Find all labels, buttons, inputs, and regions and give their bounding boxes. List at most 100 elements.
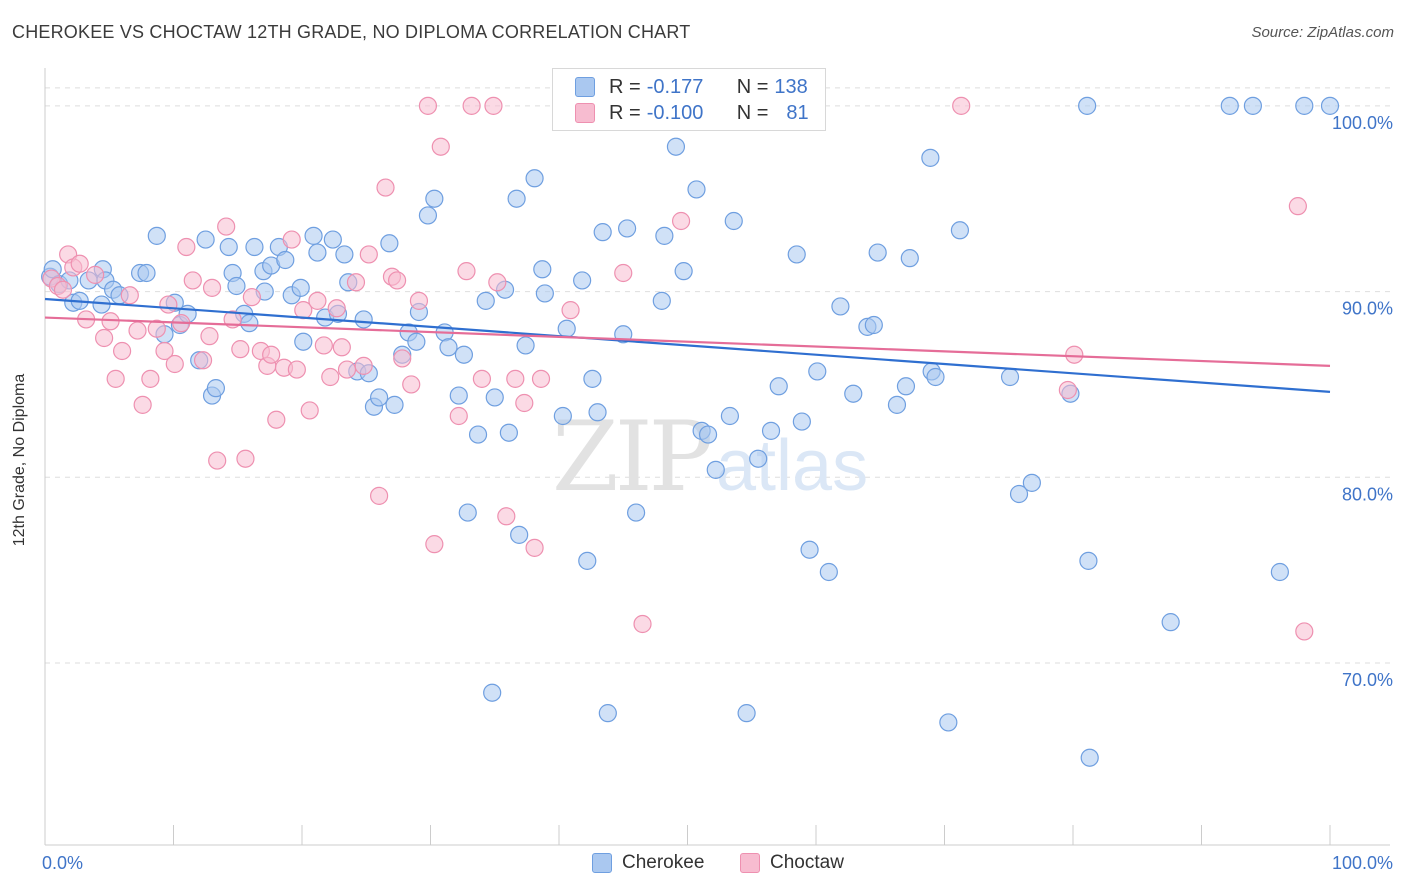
cherokee-point [294,332,313,351]
choctaw-point [155,341,174,361]
cherokee-point [800,540,819,559]
choctaw-point [147,319,166,338]
cherokee-point [598,704,617,723]
n-value: 138 [774,75,808,98]
choctaw-point [217,217,236,236]
cherokee-trend-line [44,297,1331,393]
choctaw-point [346,273,366,292]
choctaw-point [133,395,152,414]
cherokee-point [864,315,883,335]
choctaw-point [472,369,491,388]
cherokee-point [583,369,602,388]
cherokee-point [516,336,535,355]
cherokee-point [1022,473,1041,492]
cherokee-point [1161,613,1180,632]
cherokee-point [1080,748,1099,767]
cherokee-point [868,243,887,262]
cherokee-point [1270,562,1289,582]
choctaw-point [376,178,395,197]
cherokee-point [769,377,788,396]
cherokee-point [724,211,743,231]
cherokee-point [137,263,156,283]
r-label: R = [609,75,641,98]
cherokee-point [950,221,970,240]
cherokee-point [831,297,850,316]
choctaw-point [112,341,132,361]
cherokee-point [510,525,529,544]
cherokee-point [458,503,477,522]
choctaw-point [106,369,125,388]
choctaw-point [1058,380,1077,400]
choctaw-point [393,349,412,368]
choctaw-point [282,230,301,249]
cherokee-point [525,169,544,188]
choctaw-point [449,406,468,426]
cherokee-point [468,425,488,444]
trend-lines [44,297,1331,393]
choctaw-point [506,369,525,388]
cherokee-point [206,379,226,398]
n-value: 81 [786,101,809,124]
cherokee-point [808,362,827,381]
cherokee-point [926,367,945,387]
choctaw-point [633,614,652,634]
cherokee-point [507,189,526,208]
cherokee-point [323,230,342,249]
choctaw-point [95,328,114,348]
choctaw-point [86,265,105,284]
choctaw-point [370,486,389,505]
choctaw-point [177,237,196,257]
cherokee-point [370,388,389,407]
watermark: ZIP atlas [552,401,868,513]
cherokee-point [240,314,259,333]
choctaw-point [202,278,222,297]
cherokee-point [749,449,768,468]
cherokee-point [485,388,504,407]
cherokee-point [618,219,637,238]
choctaw-point [1065,345,1084,364]
cherokee-point [291,278,310,297]
choctaw-point [53,280,73,299]
choctaw-point [332,338,351,357]
chart-title: CHEROKEE VS CHOCTAW 12TH GRADE, NO DIPLO… [12,22,691,42]
legend-label: Choctaw [770,852,844,873]
choctaw-point [314,336,333,355]
cherokee-point [245,237,264,257]
cherokee-point [1295,96,1314,115]
choctaw-point [200,327,219,346]
cherokee-point [380,234,399,253]
choctaw-point [236,449,255,468]
r-value: -0.100 [646,101,704,124]
cherokee-point [655,226,674,245]
choctaw-point [183,271,202,290]
choctaw-points [42,96,1314,641]
cherokee-point [921,148,940,167]
cherokee-point [687,180,706,199]
y-tick-label: 100.0% [1332,113,1393,133]
watermark-zip: ZIP [552,401,711,513]
cherokee-point [761,421,781,440]
choctaw-point [1288,197,1307,216]
correlation-legend: R = -0.177 N = 138 R = -0.100 N = 81 [552,68,826,131]
choctaw-point [327,299,346,318]
choctaw-point [337,360,357,379]
legend-item-choctaw: Choctaw [740,852,844,874]
choctaw-trend-line [44,316,1331,367]
x-tick-label: 0.0% [42,853,83,873]
cherokee-point [454,345,474,364]
cherokee-point [900,249,919,268]
cherokee-point [147,226,166,245]
choctaw-point [671,211,691,231]
cherokee-point [1079,551,1098,570]
choctaw-point [431,137,450,156]
choctaw-point [321,367,340,387]
cherokee-swatch [592,853,612,873]
source-label: Source: ZipAtlas.com [1251,24,1394,41]
choctaw-point [497,507,516,526]
cherokee-point [418,206,438,225]
choctaw-point [462,96,481,115]
legend-label: Cherokee [622,852,705,873]
choctaw-point [267,410,286,429]
choctaw-point [141,369,160,388]
